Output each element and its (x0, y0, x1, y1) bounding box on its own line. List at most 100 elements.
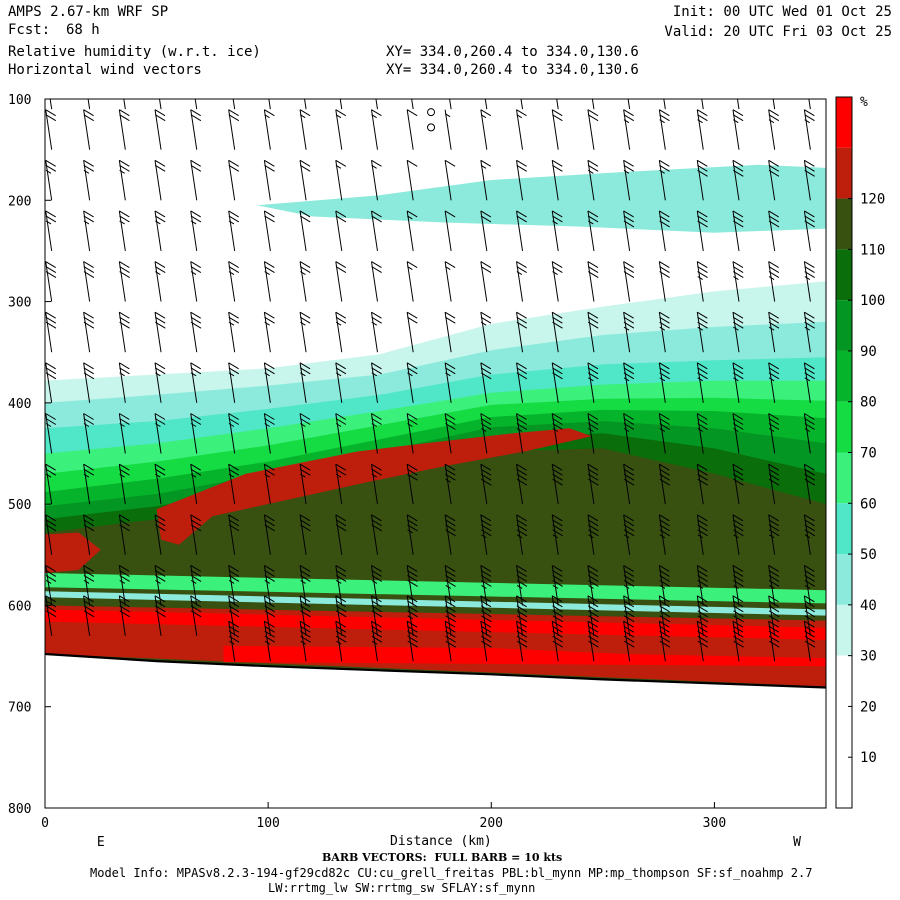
wind-barb (658, 109, 670, 150)
barb-flag (623, 311, 634, 319)
wind-barb (658, 514, 671, 555)
barb-shaft (516, 413, 524, 454)
wind-barb (658, 261, 670, 302)
barb-flag (371, 215, 382, 223)
wind-barb (444, 595, 456, 636)
barb-shaft (480, 261, 488, 302)
wind-barb (299, 311, 311, 353)
barb-flag (299, 413, 311, 420)
barb-flag (587, 574, 599, 582)
barb-flag (659, 635, 671, 643)
y-tick-label: 200 (8, 194, 31, 209)
barb-flag (659, 159, 670, 167)
barb-flag (45, 271, 57, 279)
barb-shaft (194, 99, 198, 110)
barb-flag (264, 261, 275, 269)
barb-flag (587, 367, 599, 375)
wind-barb (45, 413, 57, 454)
barb-flag (552, 625, 563, 633)
barb-flag (83, 109, 94, 117)
wind-barb (696, 362, 708, 403)
barb-flag (335, 463, 347, 471)
barb-flag (659, 413, 670, 420)
wind-barb (551, 620, 564, 662)
colorbar-label: 30 (860, 649, 877, 665)
barb-flag (733, 423, 744, 430)
barb-half-flag (265, 74, 270, 77)
barb-flag (83, 321, 95, 329)
barb-flag (623, 367, 635, 375)
barb-flag (659, 311, 670, 319)
terrain-mask (45, 654, 826, 808)
wind-barb (516, 261, 527, 302)
barb-flag (697, 564, 708, 572)
barb-flag (407, 316, 418, 324)
barb-shaft (623, 464, 631, 505)
barb-flag (119, 463, 130, 471)
wind-barb (335, 362, 347, 403)
barb-flag (551, 261, 563, 269)
barb-flag (587, 423, 599, 430)
wind-barb (406, 413, 418, 454)
barb-flag (190, 321, 202, 329)
barb-shaft (732, 109, 740, 150)
barb-shaft (627, 99, 631, 110)
barb-shaft (299, 413, 307, 454)
barb-flag (371, 316, 382, 324)
barb-flag (768, 600, 780, 608)
barb-shaft (45, 210, 53, 252)
barb-shaft (587, 413, 595, 454)
barb-shaft (45, 464, 53, 505)
barb-shaft (480, 514, 488, 555)
barb-flag (406, 261, 418, 269)
barb-shaft (480, 413, 488, 454)
barb-flag (406, 620, 418, 628)
barb-flag (190, 605, 202, 613)
barb-half-flag (335, 423, 342, 427)
barb-half-flag (83, 579, 90, 584)
barb-flag (407, 519, 418, 527)
barb-shaft (190, 595, 198, 636)
barb-flag (481, 529, 492, 537)
wind-barb (732, 311, 744, 353)
barb-flag (299, 569, 311, 577)
barb-flag (552, 418, 563, 425)
barb-flag (264, 69, 274, 75)
barb-flag (83, 524, 95, 532)
barb-flag (407, 605, 418, 613)
barb-flag (659, 569, 670, 577)
barb-flag (336, 69, 346, 75)
barb-flag (768, 169, 780, 177)
wind-barb (516, 210, 527, 252)
barb-flag (623, 640, 635, 648)
barb-flag (659, 367, 670, 375)
barb-flag (264, 316, 275, 324)
wind-barb (803, 620, 816, 662)
barb-flag (659, 524, 670, 532)
wind-barb (658, 210, 670, 252)
barb-flag (552, 569, 563, 577)
barb-flag (623, 220, 635, 228)
barb-half-flag (190, 220, 197, 225)
barb-shaft (768, 160, 776, 201)
wind-barb (118, 261, 130, 302)
barb-flag (516, 529, 528, 537)
wind-barb (228, 210, 240, 252)
wind-barb (516, 311, 528, 353)
barb-flag (83, 610, 95, 618)
barb-flag (588, 579, 599, 587)
field-name: Relative humidity (w.r.t. ice) (8, 44, 261, 60)
wind-barb (516, 413, 528, 454)
wind-barb (480, 362, 492, 403)
barb-flag (480, 159, 492, 167)
barb-flag (697, 367, 708, 375)
barb-flag (732, 600, 744, 608)
barb-shaft (263, 109, 271, 150)
barb-flag (407, 367, 418, 375)
barb-flag (623, 478, 635, 486)
wind-barb (732, 362, 744, 403)
barb-flag (154, 468, 166, 476)
barb-shaft (83, 362, 91, 403)
barb-flag (804, 600, 815, 608)
wind-barb (406, 620, 419, 662)
